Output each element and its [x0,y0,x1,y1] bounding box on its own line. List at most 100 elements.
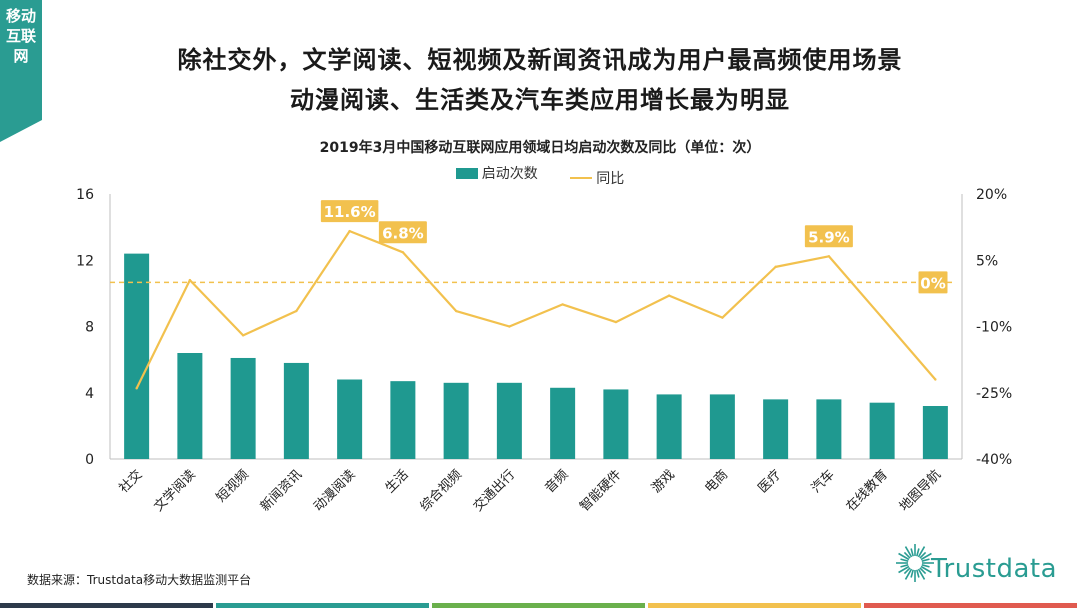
bar [443,382,469,459]
data-label-box [378,221,427,244]
category-label: 地图导航 [896,467,944,515]
sunburst-icon [896,544,934,582]
bar [869,402,895,459]
right-tick-label: 5% [976,253,998,269]
headline-line-2: 动漫阅读、生活类及汽车类应用增长最为明显 [290,86,790,114]
yoy-point [188,278,192,282]
category-label: 动漫阅读 [311,467,358,514]
sunburst-ray [920,552,932,561]
reference-label-box [918,271,948,294]
bar [337,379,363,459]
bar [656,394,682,459]
sunburst-ray [900,564,909,568]
category-label: 在线教育 [843,467,891,515]
logo-text: Trustdata [931,554,1058,584]
sunburst-ray [916,548,920,557]
sunburst-ray [921,564,930,568]
left-tick-label: 4 [85,386,94,402]
headline-line-1: 除社交外，文学阅读、短视频及新闻资讯成为用户最高频使用场景 [177,46,903,74]
right-tick-label: -40% [976,452,1012,468]
category-label: 医疗 [755,467,784,496]
left-tick-label: 16 [76,187,94,203]
footer-color-bars [0,603,1080,608]
yoy-point [667,294,671,297]
bar [550,387,576,459]
data-label-box [320,200,379,223]
reference-label: 0% [920,274,945,292]
data-label: 5.9% [808,228,850,246]
yoy-point [561,303,564,306]
yoy-point [401,251,405,254]
legend-item-bar: 启动次数 [455,163,538,183]
side-tab-corner [0,120,42,142]
legend-swatch-line [570,176,593,179]
left-tick-label: 12 [76,253,94,269]
sunburst-ray [904,546,913,558]
yoy-point [454,309,458,313]
legend-item-line: 同比 [570,168,624,188]
bar [763,399,789,459]
yoy-point [880,316,884,319]
data-source: 数据来源：Trustdata移动大数据监测平台 [27,573,252,587]
sunburst-ray [920,565,932,574]
footer-bar-segment [864,603,1077,608]
bar [390,381,416,459]
data-label: 11.6% [324,203,376,221]
yoy-point [774,265,777,269]
category-label: 交通出行 [470,467,518,515]
chart-title: 2019年3月中国移动互联网应用领域日均启动次数及同比（单位：次） [319,140,761,156]
legend-swatch-bar [455,167,478,179]
bar [177,353,203,459]
bar [816,399,842,459]
category-label: 音频 [542,467,572,497]
side-tab: 移动互联网 [0,0,42,142]
right-tick-label: -10% [976,320,1012,336]
sunburst-ray [921,558,930,562]
sunburst-ray [919,551,927,559]
yoy-point [295,309,298,313]
footer-bar-segment [216,603,429,608]
sunburst-ray [917,546,926,558]
sunburst-ray [910,569,914,578]
yoy-point [934,378,937,381]
sunburst-ray [904,568,913,580]
yoy-point [614,320,618,324]
bar [283,362,309,459]
trustdata-logo: Trustdata [895,538,1065,588]
sunburst-ray [898,565,910,574]
bar [603,389,629,459]
legend-label-line: 同比 [596,170,625,187]
sunburst-ray [900,558,909,562]
footer-bar-segment [432,603,645,608]
yoy-point [827,255,831,258]
yoy-point [135,387,138,390]
bar [709,394,735,459]
bar [230,357,256,459]
sunburst-ray [919,567,927,575]
sunburst-ray [903,551,911,559]
category-label: 生活 [383,467,412,496]
category-label: 游戏 [649,467,678,496]
right-tick-label: -25% [976,386,1012,402]
bar [922,406,948,459]
yoy-point [348,229,351,233]
category-label: 短视频 [214,467,252,505]
yoy-point [508,325,511,328]
category-label: 文学阅读 [151,467,199,515]
left-tick-label: 0 [85,452,94,468]
data-label-box [804,225,853,248]
footer-bar-segment [0,603,213,608]
bar [496,382,522,459]
sunburst-ray [903,567,911,575]
yoy-line [135,230,937,389]
category-label: 新闻资讯 [257,467,305,515]
data-label: 6.8% [382,224,424,242]
left-tick-label: 8 [85,320,94,336]
category-label: 综合视频 [418,467,465,514]
bar [124,253,150,459]
category-label: 电商 [702,467,731,496]
category-label: 社交 [116,467,146,497]
legend-label-bar: 启动次数 [481,166,538,182]
sunburst-ray [910,548,914,557]
